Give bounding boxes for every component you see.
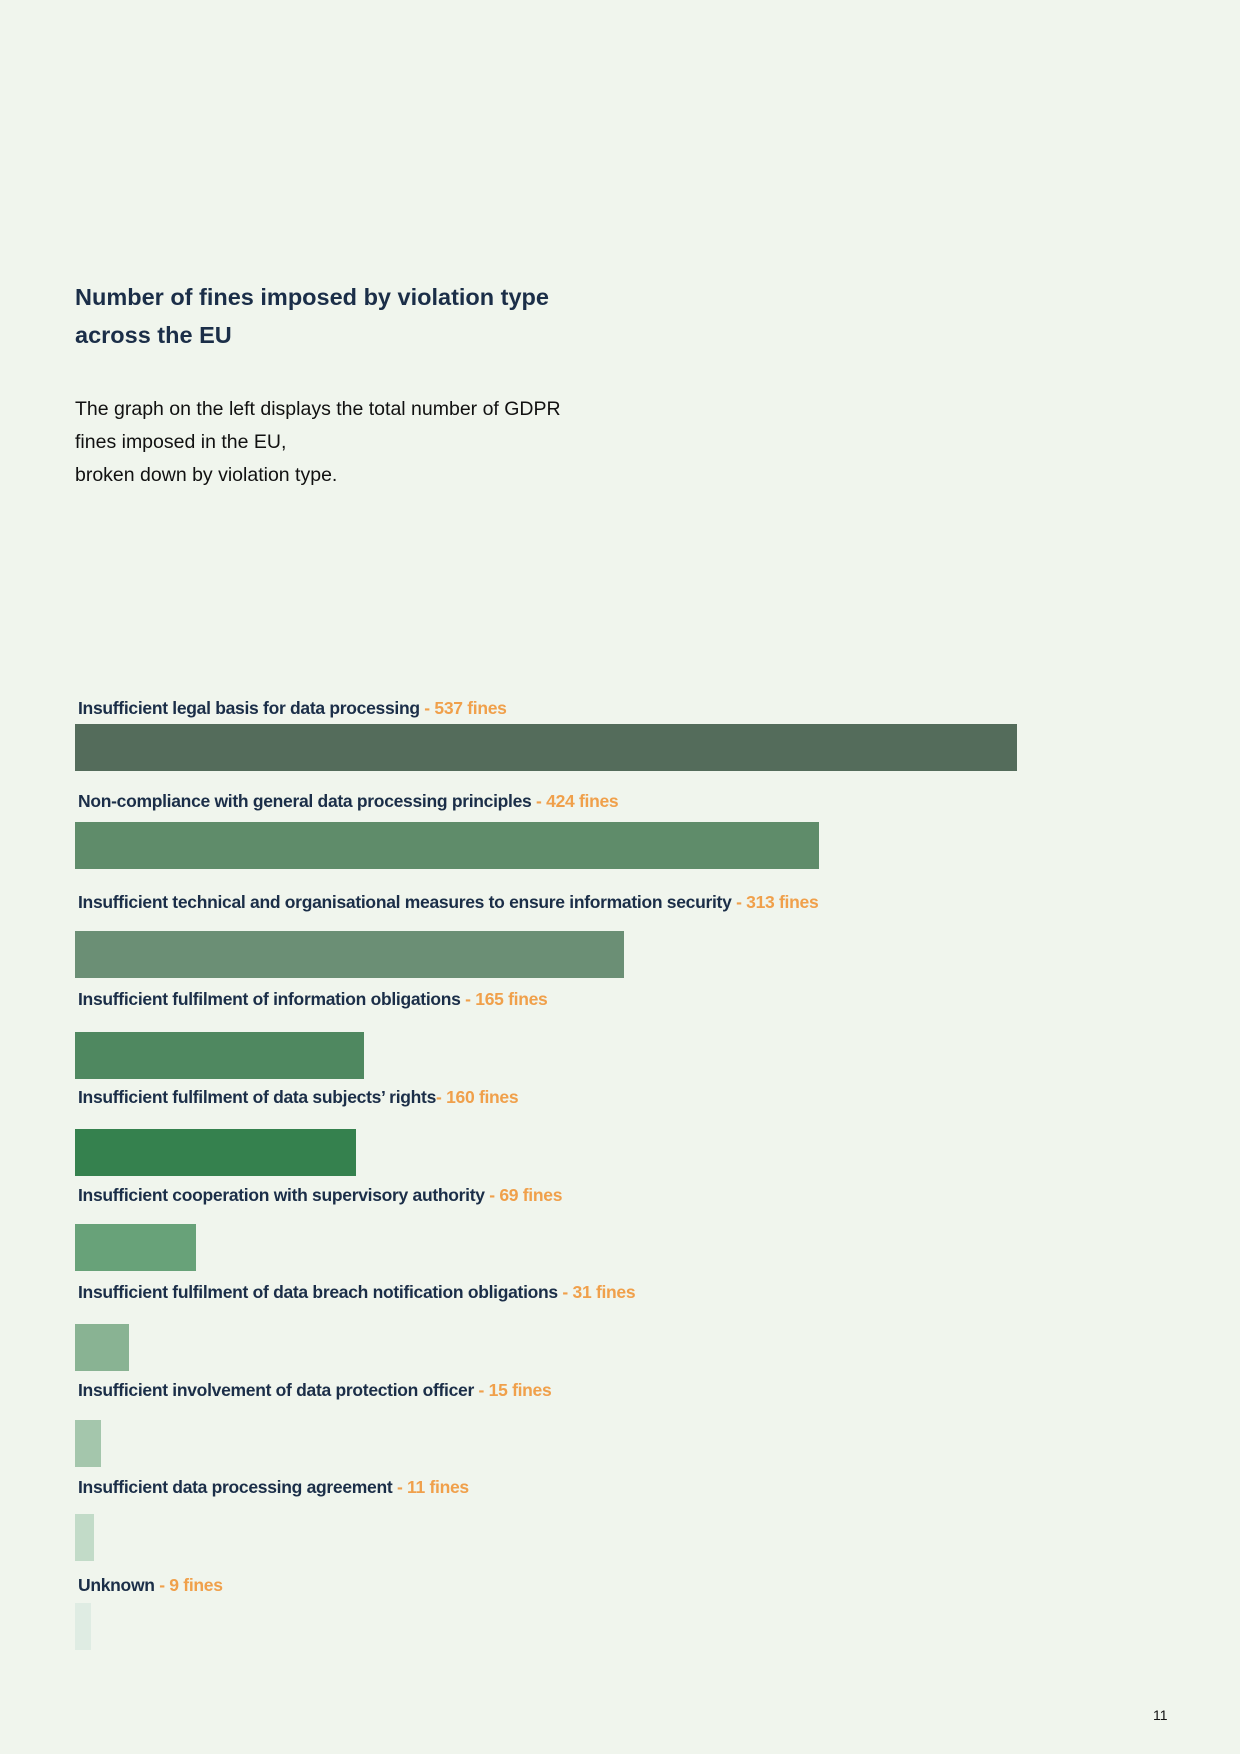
bar-label: Insufficient data processing agreement -…: [78, 1477, 469, 1498]
page-number: 11: [1153, 1707, 1168, 1723]
value-label: - 313 fines: [731, 892, 819, 912]
value-label: - 31 fines: [557, 1282, 636, 1302]
value-label: - 15 fines: [474, 1380, 552, 1400]
bar-label: Insufficient involvement of data protect…: [78, 1380, 552, 1401]
bar: [75, 1603, 91, 1650]
bar: [75, 1420, 102, 1467]
bar: [75, 931, 625, 978]
bar: [75, 1224, 197, 1271]
bar: [75, 1514, 95, 1561]
bar: [75, 1129, 356, 1176]
bar-label: Insufficient fulfilment of data breach n…: [78, 1282, 636, 1303]
description-line-1: The graph on the left displays the total…: [75, 398, 561, 420]
value-label: - 9 fines: [154, 1575, 223, 1595]
category-label: Unknown: [78, 1575, 155, 1595]
bar: [75, 1324, 130, 1371]
value-label: - 11 fines: [392, 1477, 469, 1497]
bar-label: Non-compliance with general data process…: [78, 791, 619, 812]
bar-label: Insufficient fulfilment of information o…: [78, 989, 548, 1010]
bar: [75, 822, 819, 869]
bar-label: Insufficient technical and organisationa…: [78, 892, 819, 913]
category-label: Insufficient technical and organisationa…: [78, 892, 732, 912]
page-title: Number of fines imposed by violation typ…: [75, 278, 695, 354]
value-label: - 69 fines: [484, 1185, 563, 1205]
value-label: - 424 fines: [531, 791, 619, 811]
category-label: Insufficient fulfilment of data subjects…: [78, 1087, 436, 1107]
value-label: - 165 fines: [460, 989, 548, 1009]
bar-label: Insufficient legal basis for data proces…: [78, 698, 507, 719]
title-line-1: Number of fines imposed by violation typ…: [75, 284, 549, 310]
category-label: Insufficient data processing agreement: [78, 1477, 393, 1497]
description-line-3: broken down by violation type.: [75, 464, 338, 486]
category-label: Insufficient fulfilment of data breach n…: [78, 1282, 558, 1302]
description: The graph on the left displays the total…: [75, 393, 695, 492]
bar-label: Insufficient cooperation with supervisor…: [78, 1185, 562, 1206]
description-line-2: fines imposed in the EU,: [75, 431, 287, 453]
category-label: Insufficient fulfilment of information o…: [78, 989, 461, 1009]
bar: [75, 724, 1017, 771]
bar: [75, 1032, 365, 1079]
bar-label: Insufficient fulfilment of data subjects…: [78, 1087, 519, 1108]
title-line-2: across the EU: [75, 322, 232, 348]
category-label: Non-compliance with general data process…: [78, 791, 532, 811]
category-label: Insufficient legal basis for data proces…: [78, 698, 420, 718]
category-label: Insufficient involvement of data protect…: [78, 1380, 474, 1400]
category-label: Insufficient cooperation with supervisor…: [78, 1185, 485, 1205]
value-label: - 160 fines: [436, 1087, 519, 1107]
value-label: - 537 fines: [419, 698, 507, 718]
bar-label: Unknown - 9 fines: [78, 1575, 223, 1596]
